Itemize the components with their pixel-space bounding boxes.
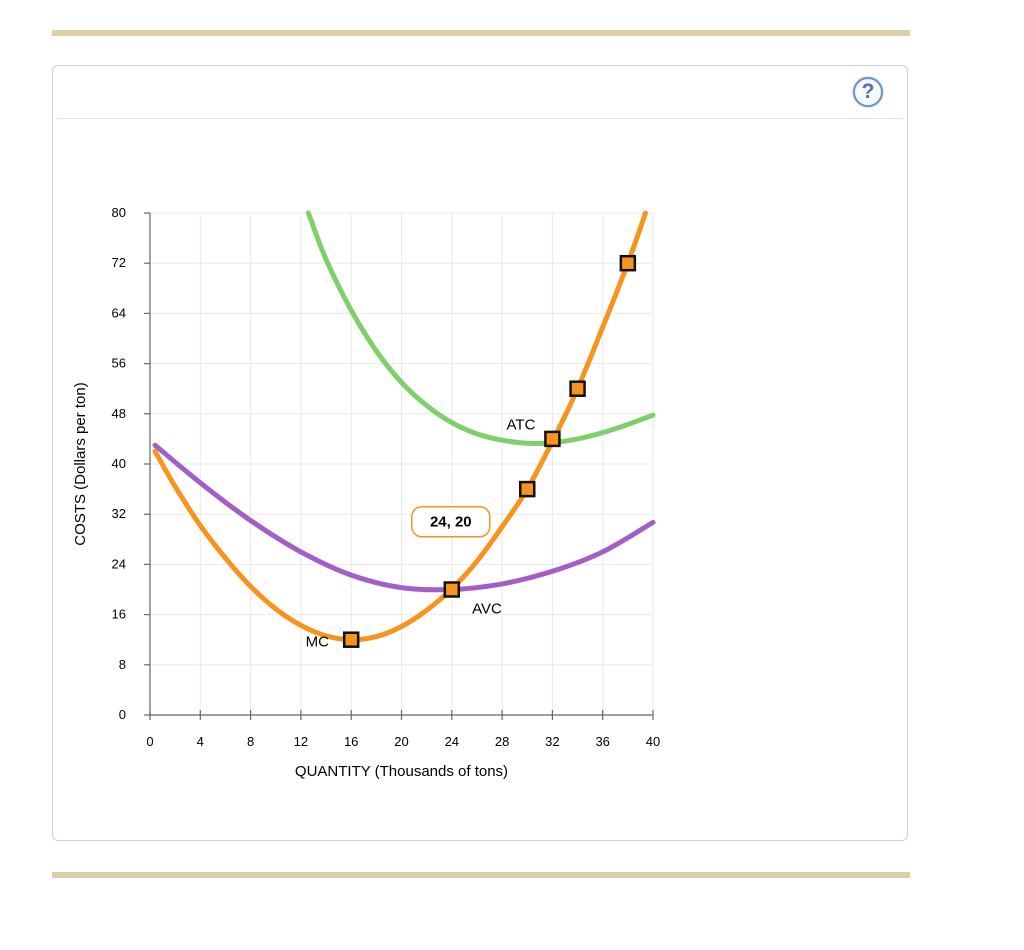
- x-tick-label: 40: [646, 734, 660, 749]
- x-tick-label: 32: [545, 734, 559, 749]
- atc-label: ATC: [507, 416, 536, 433]
- panel-header-divider: [57, 118, 903, 119]
- annotation-callout: 24, 20: [411, 505, 491, 538]
- annotation-text: 24, 20: [430, 514, 472, 531]
- grid-lines: [150, 212, 654, 715]
- x-tick-label: 4: [197, 734, 204, 749]
- x-tick-label: 16: [344, 734, 358, 749]
- x-tick-label: 12: [294, 734, 308, 749]
- y-tick-label: 0: [119, 707, 126, 722]
- point-marker[interactable]: [569, 380, 586, 397]
- y-tick-label: 64: [112, 305, 126, 320]
- y-tick-label: 72: [112, 255, 126, 270]
- x-tick-label: 8: [247, 734, 254, 749]
- y-tick-label: 16: [112, 607, 126, 622]
- point-marker[interactable]: [619, 254, 637, 272]
- x-tick-label: 24: [445, 734, 459, 749]
- point-marker[interactable]: [443, 581, 461, 598]
- atc-curve: [305, 210, 656, 446]
- annotation-box: [411, 505, 491, 538]
- x-tick-label: 0: [146, 734, 153, 749]
- y-tick-label: 56: [112, 356, 126, 371]
- bottom-divider-rule: [52, 872, 910, 878]
- x-tick-label: 20: [394, 734, 408, 749]
- curves: [152, 210, 656, 643]
- y-tick-label: 48: [112, 406, 126, 421]
- mc-label: MC: [306, 634, 329, 651]
- point-marker[interactable]: [544, 430, 561, 448]
- x-tick-label: 36: [595, 734, 609, 749]
- top-divider-rule: [52, 30, 910, 36]
- y-tick-label: 32: [112, 506, 126, 521]
- mc-curve: [152, 210, 648, 643]
- y-tick-label: 24: [112, 556, 126, 571]
- x-axis-title: QUANTITY (Thousands of tons): [295, 763, 508, 780]
- chart-panel: ?: [52, 65, 908, 841]
- y-tick-label: 8: [119, 657, 126, 672]
- avc-label: AVC: [472, 600, 502, 617]
- help-icon[interactable]: ?: [853, 77, 883, 107]
- y-tick-label: 40: [112, 456, 126, 471]
- point-marker[interactable]: [342, 631, 360, 648]
- data-points: [342, 254, 637, 648]
- curve-labels: MC AVC ATC: [306, 416, 536, 650]
- point-marker[interactable]: [519, 480, 536, 498]
- avc-curve: [152, 442, 656, 593]
- y-tick-label: 80: [112, 205, 126, 220]
- y-axis-title: COSTS (Dollars per ton): [72, 382, 89, 545]
- x-tick-label: 28: [495, 734, 509, 749]
